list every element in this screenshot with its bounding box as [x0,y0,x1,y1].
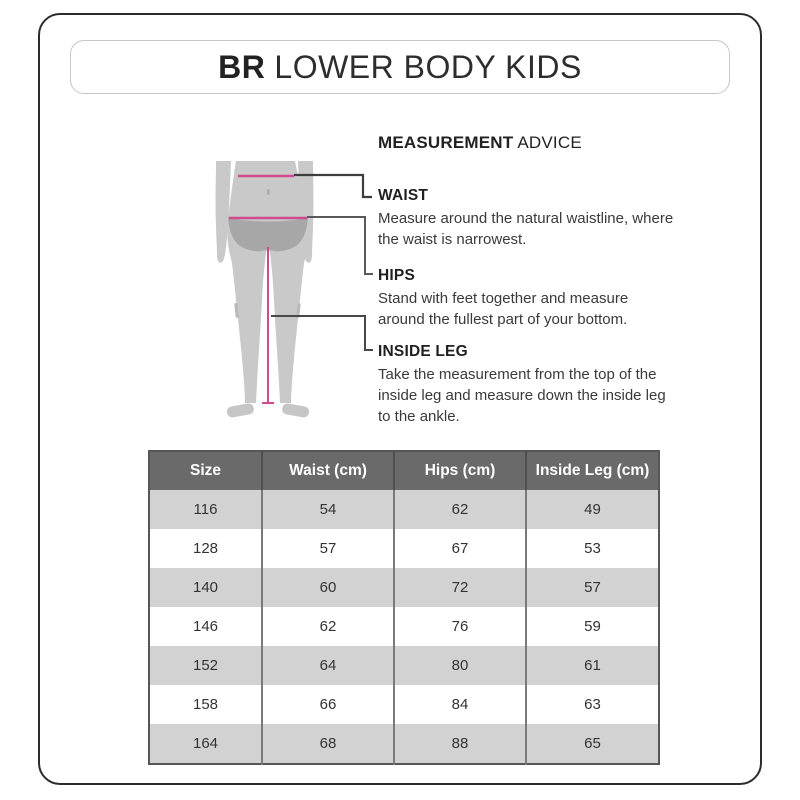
inside-leg-cell: 57 [525,568,659,607]
hips-cell: 72 [393,568,526,607]
measurement-advice-heading: MEASUREMENT ADVICE [378,133,582,153]
waist-description: Measure around the natural waistline, wh… [378,210,674,248]
size-cell: 164 [149,724,262,764]
inside-leg-cell: 65 [525,724,659,764]
navel-mark [267,189,270,195]
size-chart-table: Size Waist (cm) Hips (cm) Inside Leg (cm… [148,450,660,765]
inside-leg-cell: 61 [525,646,659,685]
waist-cell: 54 [261,490,394,529]
size-cell: 146 [149,607,262,646]
waist-cell: 68 [261,724,394,764]
page-title: LOWER BODY KIDS [274,48,582,85]
hips-label: HIPS [378,267,415,284]
hips-callout-line [307,216,373,275]
right-knee-mark [296,303,301,319]
hips-cell: 84 [393,685,526,724]
body-silhouette-diagram [215,161,373,418]
waist-cell: 62 [261,607,394,646]
waist-callout-line [294,173,372,199]
size-guide-card: BR LOWER BODY KIDS MEASUREMENT ADVICE WA… [38,13,762,785]
hips-cell: 80 [393,646,526,685]
waist-label: WAIST [378,187,429,204]
table-row: 158 66 84 63 [149,685,659,724]
brand-abbreviation: BR [218,48,266,85]
advice-heading-rest: ADVICE [513,133,582,152]
inside-leg-cell: 53 [525,529,659,568]
column-header-size: Size [149,451,262,490]
hips-cell: 76 [393,607,526,646]
table-row: 116 54 62 49 [149,490,659,529]
left-arm-shape [215,161,231,263]
hips-cell: 62 [393,490,526,529]
waist-cell: 66 [261,685,394,724]
column-header-inside-leg: Inside Leg (cm) [525,451,659,490]
underwear-shape [228,217,308,252]
column-header-waist: Waist (cm) [261,451,394,490]
size-cell: 116 [149,490,262,529]
waist-cell: 57 [261,529,394,568]
hips-advice-block: HIPS Stand with feet together and measur… [378,267,678,330]
table-header-row: Size Waist (cm) Hips (cm) Inside Leg (cm… [149,451,659,490]
waist-cell: 64 [261,646,394,685]
inside-leg-cell: 63 [525,685,659,724]
hips-cell: 67 [393,529,526,568]
hips-description: Stand with feet together and measure aro… [378,290,629,328]
table-row: 164 68 88 65 [149,724,659,764]
right-foot-shape [282,403,310,418]
advice-heading-bold: MEASUREMENT [378,133,514,152]
size-cell: 158 [149,685,262,724]
hips-cell: 88 [393,724,526,764]
waist-advice-block: WAIST Measure around the natural waistli… [378,187,678,250]
table-row: 152 64 80 61 [149,646,659,685]
left-foot-shape [226,403,254,418]
inside-leg-cell: 59 [525,607,659,646]
waist-cell: 60 [261,568,394,607]
size-cell: 152 [149,646,262,685]
table-row: 128 57 67 53 [149,529,659,568]
table-row: 140 60 72 57 [149,568,659,607]
inside-leg-advice-block: INSIDE LEG Take the measurement from the… [378,343,678,427]
title-banner: BR LOWER BODY KIDS [70,40,730,94]
left-knee-mark [234,302,239,318]
table-row: 146 62 76 59 [149,607,659,646]
size-cell: 140 [149,568,262,607]
inside-leg-cell: 49 [525,490,659,529]
inside-leg-label: INSIDE LEG [378,343,468,360]
column-header-hips: Hips (cm) [393,451,526,490]
size-cell: 128 [149,529,262,568]
inside-leg-callout-line [271,315,373,351]
inside-leg-description: Take the measurement from the top of the… [378,366,666,425]
